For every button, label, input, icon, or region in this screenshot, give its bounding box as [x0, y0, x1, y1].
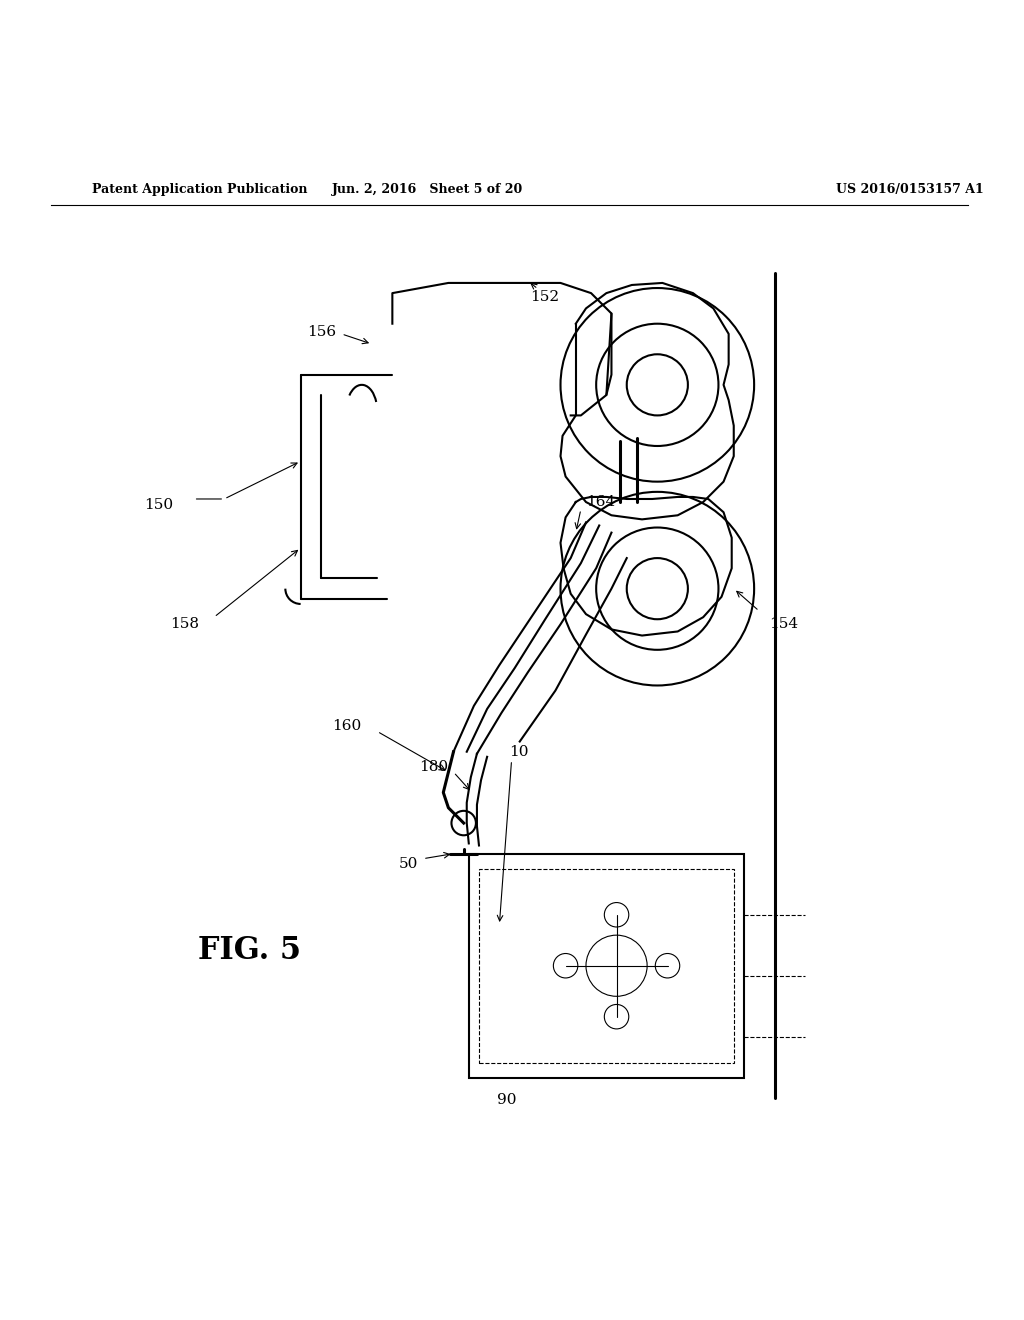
- Text: 50: 50: [398, 857, 418, 871]
- Text: 10: 10: [510, 744, 529, 759]
- Text: 160: 160: [333, 719, 361, 733]
- Text: 164: 164: [586, 495, 615, 510]
- Text: 180: 180: [419, 760, 449, 774]
- Text: FIG. 5: FIG. 5: [199, 935, 301, 966]
- Text: US 2016/0153157 A1: US 2016/0153157 A1: [836, 182, 983, 195]
- Text: Patent Application Publication: Patent Application Publication: [92, 182, 307, 195]
- Text: 154: 154: [769, 618, 799, 631]
- Text: 152: 152: [530, 290, 559, 304]
- Text: Jun. 2, 2016   Sheet 5 of 20: Jun. 2, 2016 Sheet 5 of 20: [333, 182, 523, 195]
- Text: 158: 158: [170, 618, 199, 631]
- Text: 90: 90: [497, 1093, 516, 1107]
- Text: 150: 150: [144, 498, 173, 512]
- Text: 156: 156: [307, 325, 336, 339]
